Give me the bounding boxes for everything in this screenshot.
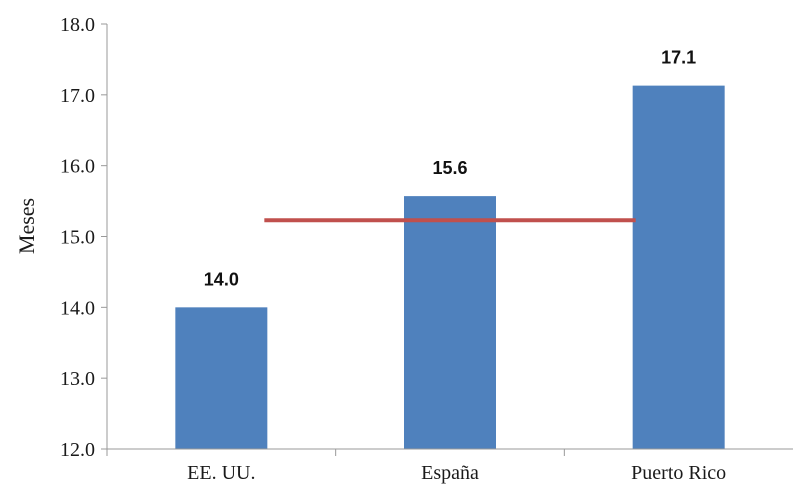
data-label: 17.1 <box>661 48 696 68</box>
x-tick-label: Puerto Rico <box>631 462 726 484</box>
bar <box>404 196 496 449</box>
x-axis-ticks: EE. UU. España Puerto Rico <box>106 449 726 484</box>
data-labels: 14.0 15.6 17.1 <box>204 48 696 290</box>
bars <box>175 85 725 449</box>
x-tick-label: España <box>421 462 479 484</box>
data-label: 14.0 <box>204 269 239 289</box>
x-tick-label: EE. UU. <box>187 462 255 484</box>
bar <box>175 307 268 449</box>
bar <box>632 85 725 449</box>
data-label: 15.6 <box>432 158 467 178</box>
y-tick-label: 18.0 <box>60 14 95 36</box>
y-tick-label: 15.0 <box>60 227 95 249</box>
axes <box>106 24 793 450</box>
y-tick-label: 17.0 <box>60 85 95 107</box>
y-axis-title: Meses <box>14 198 39 254</box>
y-axis-ticks: 12.0 13.0 14.0 15.0 16.0 17.0 18.0 <box>60 14 107 461</box>
y-tick-label: 14.0 <box>60 297 95 319</box>
y-tick-label: 13.0 <box>60 368 95 390</box>
y-tick-label: 12.0 <box>60 439 95 461</box>
y-tick-label: 16.0 <box>60 156 95 178</box>
